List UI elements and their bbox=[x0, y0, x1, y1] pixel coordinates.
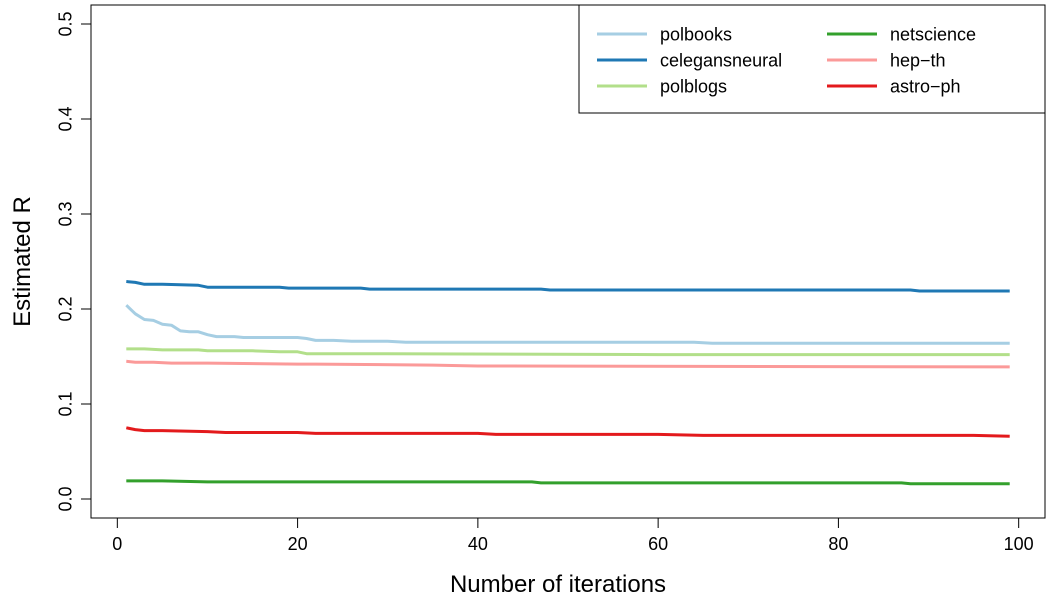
series-line bbox=[126, 280, 1010, 293]
x-tick-label: 80 bbox=[828, 534, 848, 554]
y-axis: 0.0 0.1 0.2 0.3 0.4 0.5 bbox=[55, 11, 92, 512]
series-line bbox=[125, 304, 1010, 345]
series-line bbox=[126, 347, 1010, 357]
series-line bbox=[126, 426, 1010, 438]
y-tick-label: 0.0 bbox=[55, 486, 75, 511]
y-tick-label: 0.2 bbox=[55, 296, 75, 321]
y-tick-label: 0.3 bbox=[55, 201, 75, 226]
x-tick-label: 100 bbox=[1004, 534, 1034, 554]
legend: polbooks celegansneural polblogs netscience… bbox=[578, 4, 1046, 114]
x-tick-label: 40 bbox=[468, 534, 488, 554]
x-tick-label: 20 bbox=[288, 534, 308, 554]
legend-label: astro−ph bbox=[890, 76, 961, 96]
x-tick-label: 60 bbox=[648, 534, 668, 554]
legend-box bbox=[578, 4, 1046, 114]
x-axis: 0 20 40 60 80 100 bbox=[112, 517, 1034, 554]
y-tick-label: 0.4 bbox=[55, 106, 75, 131]
y-tick-label: 0.1 bbox=[55, 391, 75, 416]
series-layer bbox=[125, 280, 1010, 486]
y-axis-title: Estimated R bbox=[9, 196, 36, 327]
legend-label: celegansneural bbox=[660, 50, 782, 70]
legend-label: netscience bbox=[890, 24, 976, 44]
legend-label: hep−th bbox=[890, 50, 946, 70]
x-tick-label: 0 bbox=[112, 534, 122, 554]
y-tick-label: 0.5 bbox=[55, 11, 75, 36]
x-axis-title: Number of iterations bbox=[450, 571, 666, 598]
legend-label: polbooks bbox=[660, 24, 732, 44]
legend-label: polblogs bbox=[660, 76, 727, 96]
series-line bbox=[126, 359, 1010, 369]
series-line bbox=[126, 479, 1010, 486]
